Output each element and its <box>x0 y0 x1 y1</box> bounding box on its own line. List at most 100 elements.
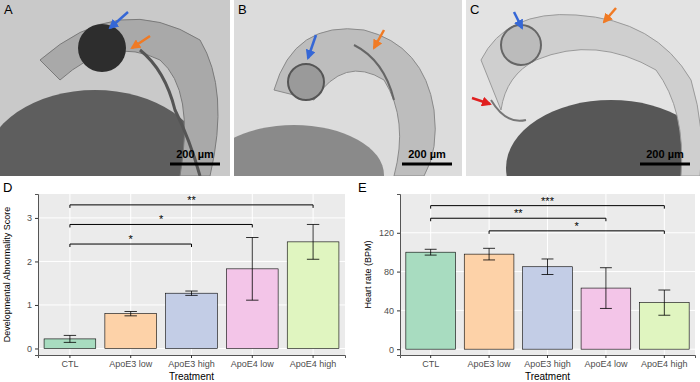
error-bar-stem <box>605 268 606 309</box>
error-bar <box>483 248 495 260</box>
x-tick-label: CTL <box>422 359 439 369</box>
grid <box>400 194 695 355</box>
eye <box>501 25 541 65</box>
bar <box>166 293 218 348</box>
x-tick-label: ApoE3 high <box>168 359 215 369</box>
scale-bar-label: 200 µm <box>646 148 684 160</box>
error-bar-cap <box>425 255 437 256</box>
x-tick-label: CTL <box>61 359 78 369</box>
x-tick: ApoE4 high <box>290 355 337 369</box>
error-bar-cap <box>658 290 670 291</box>
x-tick-mark <box>430 355 431 358</box>
y-tick: 0 <box>389 345 400 355</box>
eye <box>288 64 324 100</box>
error-bar-stem <box>313 224 314 259</box>
body <box>40 19 218 176</box>
error-bar-cap <box>542 258 554 259</box>
error-bar-cap <box>185 295 197 296</box>
x-tick-mark <box>252 355 253 358</box>
arrow <box>132 36 150 48</box>
scale-bar-label: 200 µm <box>408 148 446 160</box>
y-axis-line <box>35 195 39 356</box>
significance-label: *** <box>541 195 555 207</box>
y-axis-line <box>397 195 401 356</box>
bar <box>406 252 456 349</box>
error-bar-stem <box>547 259 548 275</box>
error-bar-cap <box>307 259 319 260</box>
arrow <box>604 8 616 22</box>
grid <box>38 194 345 355</box>
eye <box>78 24 126 72</box>
error-bar-stem <box>130 311 131 315</box>
x-tick-label: ApoE4 high <box>290 359 337 369</box>
error-bar-cap <box>658 315 670 316</box>
y-tick: 80 <box>384 267 400 277</box>
error-bar-stem <box>664 290 665 315</box>
x-tick: CTL <box>61 355 78 369</box>
significance-label: * <box>159 213 164 225</box>
error-bar-cap <box>125 315 137 316</box>
error-bar <box>185 291 197 295</box>
error-bar-cap <box>600 267 612 268</box>
tissue <box>354 45 394 100</box>
scale-bar <box>402 163 452 166</box>
arrow <box>514 12 522 28</box>
x-tick: ApoE3 high <box>524 355 571 369</box>
x-tick-label: ApoE4 low <box>231 359 275 369</box>
figure: A200 µmB200 µmC200 µm0123CTLApoE3 lowApo… <box>0 0 700 382</box>
y-tick-mark <box>397 310 400 311</box>
error-bar <box>246 238 258 301</box>
error-bar-stem <box>252 238 253 301</box>
bar <box>523 267 573 349</box>
x-tick: ApoE4 low <box>584 355 628 369</box>
scale-bar <box>640 163 690 166</box>
significance-label: * <box>129 233 134 245</box>
x-tick: ApoE3 high <box>168 355 215 369</box>
error-bar-stem <box>191 291 192 295</box>
y-tick-label: 2 <box>27 257 32 267</box>
scale-bar <box>170 163 220 166</box>
x-tick-mark <box>313 355 314 358</box>
plot-background <box>38 194 345 355</box>
bar <box>464 254 514 349</box>
y-tick-mark <box>35 218 38 219</box>
y-tick: 3 <box>27 213 38 223</box>
arrow <box>110 12 128 28</box>
panel-label: B <box>238 2 247 17</box>
yolk <box>234 125 384 176</box>
chart: 0 1 2 3 CTL ApoE3 low ApoE3 high ApoE4 low ApoE4… <box>2 180 346 382</box>
x-tick-mark <box>547 355 548 358</box>
x-tick: ApoE4 low <box>231 355 275 369</box>
error-bar-cap <box>425 249 437 250</box>
y-tick-label: 40 <box>384 306 394 316</box>
arrow <box>308 35 316 58</box>
x-axis: CTLApoE3 lowApoE3 highApoE4 lowApoE4 hig… <box>401 355 696 369</box>
body <box>481 15 700 176</box>
y-tick-label: 0 <box>27 344 32 354</box>
x-tick-mark <box>191 355 192 358</box>
x-tick: ApoE3 low <box>109 355 153 369</box>
panel-label: E <box>358 180 367 195</box>
error-bar-stem <box>69 335 70 342</box>
x-axis-line <box>39 356 346 359</box>
error-bar <box>425 249 437 255</box>
bar <box>105 314 157 349</box>
marks <box>44 224 339 348</box>
x-axis: CTL ApoE3 low ApoE3 high ApoE4 low ApoE4 hig… <box>39 355 346 369</box>
x-tick-label: ApoE4 low <box>584 359 628 369</box>
x-tick-mark <box>130 355 131 358</box>
y-tick-mark <box>35 348 38 349</box>
y-tick-label: 3 <box>27 213 32 223</box>
arrow <box>472 98 490 104</box>
significance-label: ** <box>187 194 196 206</box>
y-tick-label: 120 <box>379 228 394 238</box>
error-bar <box>125 311 137 315</box>
y-tick: 40 <box>384 306 400 316</box>
error-bar-cap <box>600 308 612 309</box>
error-bar-cap <box>125 311 137 312</box>
significance-label: * <box>575 220 580 232</box>
x-axis-title: Treatment <box>169 371 214 382</box>
y-tick-label: 1 <box>27 300 32 310</box>
x-tick-mark <box>69 355 70 358</box>
x-axis-title: Treatment <box>525 371 570 382</box>
